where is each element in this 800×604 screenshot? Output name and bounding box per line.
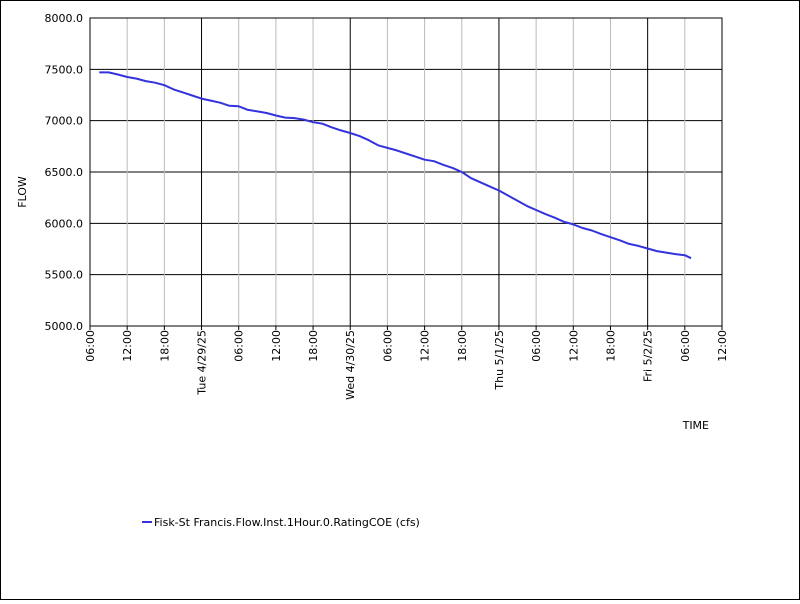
- legend-label: Fisk-St Francis.Flow.Inst.1Hour.0.Rating…: [154, 516, 420, 529]
- y-axis-title: FLOW: [16, 176, 29, 208]
- x-axis: 06:00 12:00 18:00 Tue 4/29/25 06:00 12:00 18:0…: [84, 326, 729, 400]
- x-tick-label: 18:00: [158, 330, 171, 362]
- x-tick-label: 06:00: [381, 330, 394, 362]
- x-tick-label: 18:00: [604, 330, 617, 362]
- x-tick-label: 06:00: [233, 330, 246, 362]
- x-tick-label: 12:00: [716, 330, 729, 362]
- x-tick-label: 06:00: [530, 330, 543, 362]
- x-tick-label: 18:00: [307, 330, 320, 362]
- y-tick-label: 6000.0: [45, 217, 84, 230]
- series: [99, 71, 692, 260]
- x-tick-label: 18:00: [456, 330, 469, 362]
- y-tick-label: 5500.0: [45, 269, 84, 282]
- y-tick-label: 6500.0: [45, 166, 84, 179]
- x-axis-title: TIME: [682, 419, 709, 432]
- series-line: [99, 71, 692, 260]
- y-tick-label: 8000.0: [45, 12, 84, 25]
- plot-area-border: [89, 17, 723, 327]
- x-tick-label: 12:00: [121, 330, 134, 362]
- y-tick-label: 7000.0: [45, 115, 84, 128]
- x-tick-label: 06:00: [84, 330, 97, 362]
- x-tick-label: 12:00: [567, 330, 580, 362]
- y-tick-label: 5000.0: [45, 320, 84, 333]
- x-tick-label: 12:00: [419, 330, 432, 362]
- y-axis: 5000.0 5500.0 6000.0 6500.0 7000.0 7500.0 8000…: [45, 12, 84, 333]
- grid: [89, 17, 723, 327]
- x-tick-label: Thu 5/1/25: [493, 330, 506, 391]
- x-tick-label: Wed 4/30/25: [344, 330, 357, 400]
- x-tick-label: Tue 4/29/25: [196, 330, 209, 396]
- x-tick-label: 06:00: [679, 330, 692, 362]
- y-tick-label: 7500.0: [45, 63, 84, 76]
- x-tick-label: 12:00: [270, 330, 283, 362]
- legend: Fisk-St Francis.Flow.Inst.1Hour.0.Rating…: [142, 516, 420, 529]
- x-tick-label: Fri 5/2/25: [642, 330, 655, 382]
